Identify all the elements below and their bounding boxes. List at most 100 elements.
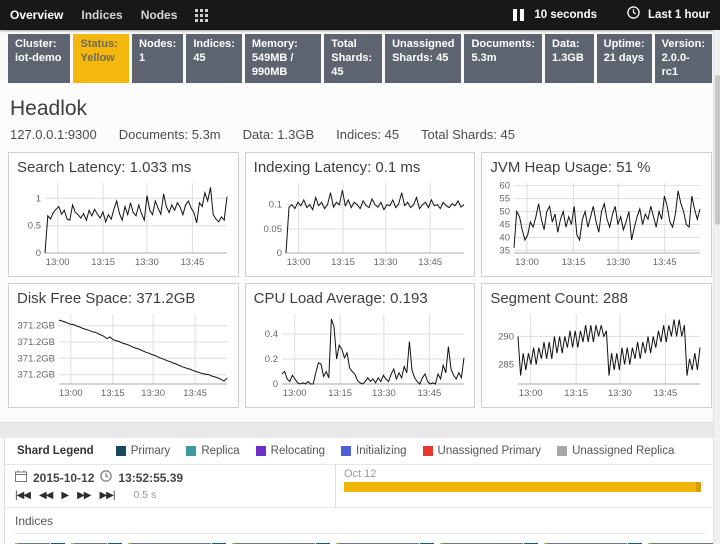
legend-label: Unassigned Primary (437, 445, 542, 458)
charts-grid: Search Latency: 1.033 ms 0 0.5 1 13:00 13:15 1… (8, 152, 712, 409)
node-stats-row: 127.0.0.1:9300 Documents: 5.3m Data: 1.3… (10, 127, 712, 142)
cluster-stat-value: 45 (193, 51, 206, 64)
refresh-interval[interactable]: 10 seconds (534, 9, 598, 21)
indices-section: Indices .kibana0.marvel0.marvel-es-2015.… (5, 508, 720, 544)
cluster-label: Cluster: (15, 38, 57, 50)
svg-text:13:45: 13:45 (417, 388, 441, 399)
legend-label: Unassigned Replica (572, 445, 675, 458)
cluster-stat-value: 5.3m (471, 51, 497, 64)
svg-text:290: 290 (498, 332, 514, 343)
cluster-stat-value: 45 (331, 65, 344, 78)
cluster-stat-value: 21 days (603, 51, 645, 64)
top-nav: Overview Indices Nodes 10 seconds Last 1… (0, 0, 720, 30)
chart-title-indexing-latency: Indexing Latency: 0.1 ms (253, 159, 421, 177)
time-range[interactable]: Last 1 hour (648, 9, 710, 21)
cluster-stat-cell: Total Shards: 45 (324, 34, 383, 84)
chart-title-cpu-load-average: CPU Load Average: 0.193 (253, 290, 428, 308)
primary-swatch (115, 446, 126, 457)
svg-text:13:45: 13:45 (183, 388, 207, 399)
cluster-stat-cell: Documents: 5.3m (464, 34, 543, 84)
cluster-stats-bar: Cluster: iot-demo Status: Yellow Nodes: … (0, 30, 720, 84)
skip-start-button[interactable]: |◀◀ (15, 489, 31, 501)
timeline-row: 2015-10-12 13:52:55.39 |◀◀ ◀◀ ▶ ▶▶ ▶▶| 0… (5, 465, 715, 509)
svg-text:13:15: 13:15 (91, 257, 115, 268)
svg-text:371.2GB: 371.2GB (18, 370, 56, 381)
legend-label: Replica (201, 445, 240, 458)
play-button[interactable]: ▶ (61, 489, 69, 501)
svg-text:35: 35 (500, 246, 511, 257)
svg-text:371.2GB: 371.2GB (18, 321, 56, 332)
cluster-stat-cell: Data: 1.3GB (545, 34, 594, 84)
timeline-slider-handle[interactable] (696, 482, 702, 493)
svg-text:285: 285 (498, 360, 514, 371)
nav-item-indices[interactable]: Indices (81, 8, 123, 22)
nav-item-overview[interactable]: Overview (10, 8, 64, 22)
svg-text:0: 0 (276, 248, 281, 259)
timeline-time[interactable]: 13:52:55.39 (118, 470, 184, 485)
status-label: Status: (80, 38, 118, 50)
cluster-status-cell: Status: Yellow (73, 34, 130, 84)
chart-panel-disk-free-space: Disk Free Space: 371.2GB 371.2GB 371.2GB 37… (8, 283, 239, 409)
legend-label: Relocating (270, 445, 326, 458)
svg-text:55: 55 (500, 194, 511, 205)
cluster-stat-cell: Nodes: 1 (132, 34, 184, 84)
calendar-icon (15, 470, 27, 485)
svg-text:13:30: 13:30 (372, 388, 396, 399)
cluster-stat-label: Nodes: (139, 38, 177, 50)
legend-item: Primary (115, 445, 171, 458)
rewind-button[interactable]: ◀◀ (38, 489, 53, 501)
legend-item: Unassigned Replica (557, 445, 674, 457)
node-address: 127.0.0.1:9300 (10, 127, 97, 143)
svg-text:0.05: 0.05 (263, 224, 282, 235)
legend-item: Replica (186, 445, 240, 458)
chart-panel-cpu-load-average: CPU Load Average: 0.193 0 0.2 0.4 13:00 13:15… (244, 283, 476, 409)
svg-text:0.5: 0.5 (28, 221, 41, 232)
cluster-stat-value: 45 (436, 51, 449, 64)
node-stat-indices: Indices: 45 (336, 127, 400, 143)
svg-text:371.2GB: 371.2GB (18, 337, 56, 348)
page-title: Headlok (10, 97, 88, 121)
svg-text:13:00: 13:00 (515, 257, 539, 268)
scrollbar-thumb[interactable] (715, 75, 720, 225)
legend-label: Initializing (356, 445, 407, 458)
svg-text:13:30: 13:30 (373, 257, 397, 268)
chart-segment-count: 285 290 13:00 13:15 13:30 13:45 (498, 314, 701, 399)
node-stat-shards: Total Shards: 45 (421, 127, 515, 143)
pause-icon[interactable] (513, 9, 525, 21)
legend-label: Primary (130, 445, 171, 458)
chart-panel-indexing-latency: Indexing Latency: 0.1 ms 0 0.05 0.1 13:00 13:… (244, 152, 476, 278)
fast-forward-button[interactable]: ▶▶ (77, 489, 91, 501)
cluster-stat-label: Data: (552, 38, 580, 50)
skip-end-button[interactable]: ▶▶| (99, 489, 115, 501)
cluster-stat-cell: Indices: 45 (186, 34, 242, 84)
svg-text:13:00: 13:00 (286, 257, 310, 268)
cluster-stat-cell: Version: 2.0.0-rc1 (654, 34, 712, 84)
playback-speed: 0.5 s (133, 489, 157, 502)
replica-swatch (186, 446, 197, 457)
svg-text:0: 0 (272, 379, 277, 390)
legend-item: Initializing (341, 445, 407, 457)
svg-text:13:30: 13:30 (608, 388, 632, 399)
cluster-name-cell[interactable]: Cluster: iot-demo (8, 34, 71, 84)
svg-text:60: 60 (500, 181, 511, 192)
cluster-stat-label: Version: (661, 38, 705, 50)
shard-activity-panel: Shard Legend Primary Replica Relocating Ini… (4, 438, 720, 544)
chart-panel-search-latency: Search Latency: 1.033 ms 0 0.5 1 13:00 13:15 1… (8, 152, 239, 278)
timeline-slider[interactable] (344, 482, 702, 493)
relocating-swatch (255, 446, 266, 457)
cluster-stat-label: Unassigned Shards: (392, 38, 455, 64)
chart-panel-jvm-heap-usage: JVM Heap Usage: 51 % 35 40 45 50 55 60 13:00 13:… (481, 152, 712, 278)
vertical-scrollbar[interactable] (713, 30, 720, 544)
chart-indexing-latency: 0 0.05 0.1 13:00 13:15 13:30 13:45 (263, 183, 464, 268)
svg-text:13:45: 13:45 (418, 257, 442, 268)
svg-text:0.1: 0.1 (268, 200, 281, 211)
chart-jvm-heap-usage: 35 40 45 50 55 60 13:00 13:15 13:30 13:45 (500, 181, 701, 268)
timeline-date[interactable]: 2015-10-12 (33, 470, 95, 485)
cluster-value: iot-demo (15, 51, 62, 64)
nav-item-nodes[interactable]: Nodes (140, 8, 178, 22)
svg-text:50: 50 (500, 207, 511, 218)
timeline-track-block: Oct 12 (335, 465, 715, 508)
apps-grid-icon[interactable] (195, 8, 209, 22)
cluster-stat-label: Indices: (193, 38, 235, 50)
